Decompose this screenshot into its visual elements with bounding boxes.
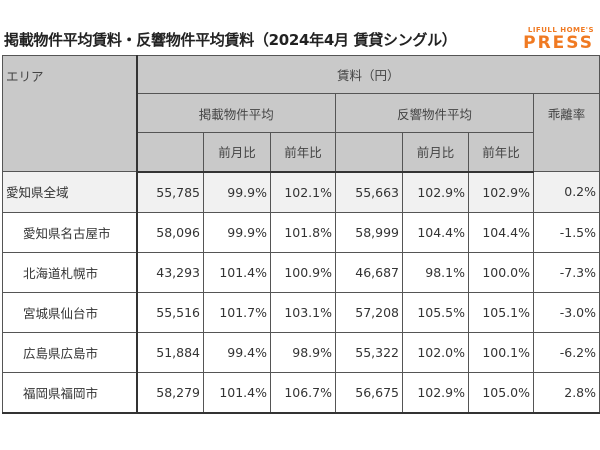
cell-gap: 0.2% (532, 171, 600, 213)
page-title: 掲載物件平均賃料・反響物件平均賃料（2024年4月 賃貸シングル） (4, 31, 457, 49)
cell-inquiry-yoy: 102.9% (468, 171, 534, 213)
cell-listed-mom: 99.4% (203, 331, 271, 373)
logo-line2: PRESS (523, 33, 594, 53)
cell-listed: 58,096 (136, 211, 204, 253)
header-inquiry-yoy: 前年比 (468, 132, 534, 173)
table-row: 宮城県仙台市 55,516 101.7% 103.1% 57,208 105.5% 105.… (2, 291, 600, 333)
cell-listed-yoy: 102.1% (270, 171, 336, 213)
table-row: 広島県広島市 51,884 99.4% 98.9% 55,322 102.0% 100.1%… (2, 331, 600, 373)
header-area: エリア (2, 55, 138, 172)
cell-inquiry: 55,322 (335, 331, 403, 373)
cell-listed: 58,279 (136, 371, 204, 414)
header-inquiry-mom: 前月比 (402, 132, 469, 173)
cell-inquiry-yoy: 100.1% (468, 331, 534, 373)
cell-listed: 43,293 (136, 251, 204, 293)
cell-inquiry-mom: 102.9% (402, 171, 469, 213)
cell-gap: -3.0% (532, 291, 600, 333)
cell-inquiry-mom: 105.5% (402, 291, 469, 333)
table-row: 愛知県名古屋市 58,096 99.9% 101.8% 58,999 104.4% 104.… (2, 211, 600, 253)
cell-inquiry: 57,208 (335, 291, 403, 333)
cell-area: 愛知県全域 (2, 171, 138, 213)
cell-inquiry: 46,687 (335, 251, 403, 293)
header-listed-value (136, 132, 204, 173)
cell-listed-mom: 99.9% (203, 211, 271, 253)
cell-listed: 55,785 (136, 171, 204, 213)
cell-gap: 2.8% (532, 371, 600, 414)
cell-inquiry-yoy: 105.0% (468, 371, 534, 414)
cell-listed-mom: 101.4% (203, 371, 271, 414)
table-row: 愛知県全域 55,785 99.9% 102.1% 55,663 102.9% 102.9%… (2, 171, 600, 213)
header-rent: 賃料（円） (135, 55, 600, 94)
cell-inquiry-mom: 102.0% (402, 331, 469, 373)
cell-area: 福岡県福岡市 (2, 371, 138, 414)
cell-inquiry: 55,663 (335, 171, 403, 213)
cell-inquiry-mom: 98.1% (402, 251, 469, 293)
header-gap: 乖離率 (532, 93, 600, 172)
cell-inquiry-mom: 104.4% (402, 211, 469, 253)
cell-listed-yoy: 106.7% (270, 371, 336, 414)
table-row: 福岡県福岡市 58,279 101.4% 106.7% 56,675 102.9% 105.… (2, 371, 600, 414)
cell-inquiry-yoy: 100.0% (468, 251, 534, 293)
cell-area: 広島県広島市 (2, 331, 138, 373)
cell-inquiry: 58,999 (335, 211, 403, 253)
cell-listed-mom: 99.9% (203, 171, 271, 213)
rent-table: エリア 賃料（円） 掲載物件平均 反響物件平均 乖離率 前月比 前年比 前月比 … (2, 55, 600, 414)
cell-listed: 51,884 (136, 331, 204, 373)
header-listed-mom: 前月比 (203, 132, 271, 173)
header-listed-yoy: 前年比 (270, 132, 336, 173)
cell-area: 愛知県名古屋市 (2, 211, 138, 253)
cell-gap: -1.5% (532, 211, 600, 253)
logo: LIFULL HOME'S PRESS (523, 26, 594, 52)
logo-line1: LIFULL HOME'S (527, 26, 594, 34)
cell-inquiry-mom: 102.9% (402, 371, 469, 414)
cell-listed-mom: 101.7% (203, 291, 271, 333)
table-row: 北海道札幌市 43,293 101.4% 100.9% 46,687 98.1% 100.0… (2, 251, 600, 293)
cell-inquiry: 56,675 (335, 371, 403, 414)
cell-area: 宮城県仙台市 (2, 291, 138, 333)
cell-listed-yoy: 101.8% (270, 211, 336, 253)
cell-inquiry-yoy: 105.1% (468, 291, 534, 333)
cell-inquiry-yoy: 104.4% (468, 211, 534, 253)
cell-listed: 55,516 (136, 291, 204, 333)
header-listed: 掲載物件平均 (136, 93, 336, 133)
cell-area: 北海道札幌市 (2, 251, 138, 293)
cell-gap: -7.3% (532, 251, 600, 293)
cell-listed-yoy: 100.9% (270, 251, 336, 293)
cell-gap: -6.2% (532, 331, 600, 373)
header-inquiry-value (335, 132, 403, 173)
cell-listed-yoy: 103.1% (270, 291, 336, 333)
header-inquiry: 反響物件平均 (335, 93, 534, 133)
cell-listed-yoy: 98.9% (270, 331, 336, 373)
cell-listed-mom: 101.4% (203, 251, 271, 293)
